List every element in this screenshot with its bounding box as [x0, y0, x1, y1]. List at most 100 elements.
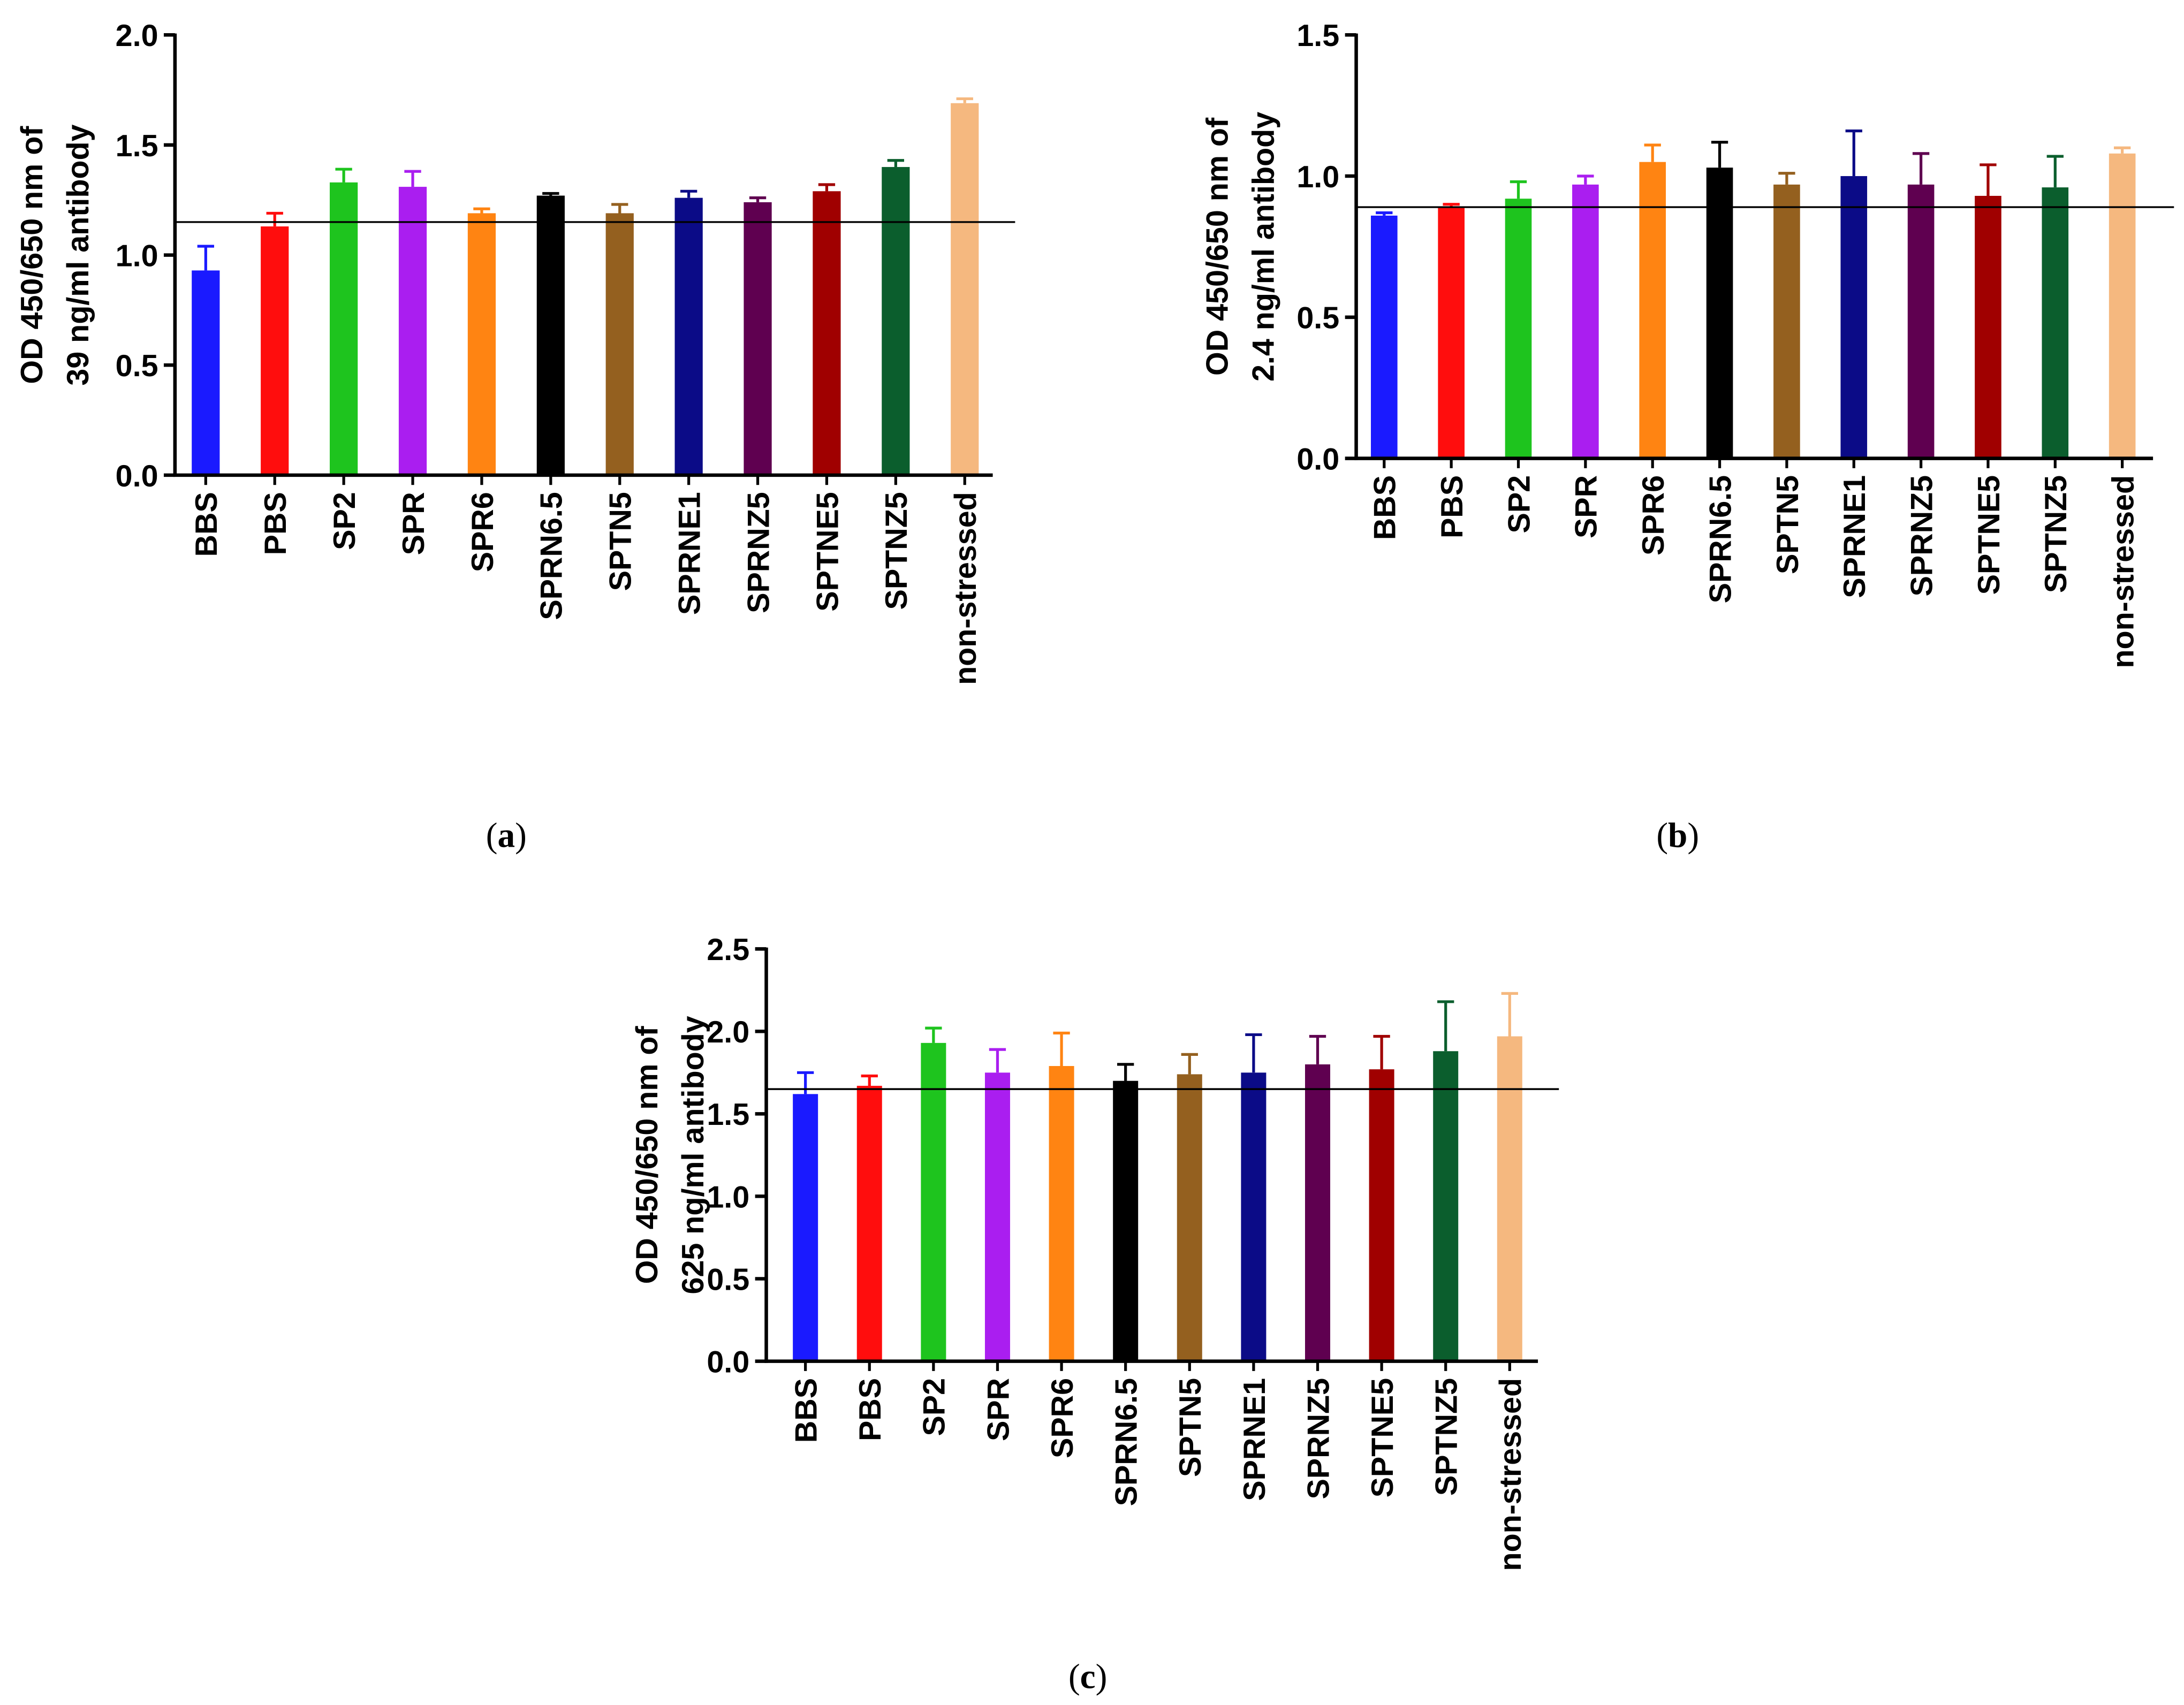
error-bar-non-stressed — [956, 97, 973, 103]
bar-spr6 — [1049, 1065, 1074, 1361]
panel-caption-a: (a) — [486, 817, 527, 855]
x-tick-label-spr: SPR — [1569, 475, 1604, 538]
y-tick-label: 0.5 — [707, 1262, 749, 1297]
bar-non-stressed — [951, 103, 979, 475]
bar-sprnz5 — [744, 202, 772, 475]
bar-spr — [1572, 184, 1599, 459]
error-bar-sprne1 — [1245, 1033, 1262, 1073]
bar-spr — [984, 1072, 1010, 1361]
bar-bbs — [192, 270, 220, 475]
error-bar-bbs — [197, 245, 214, 271]
error-bar-spr — [989, 1048, 1006, 1073]
error-bar-sptne5 — [818, 183, 836, 192]
error-bar-sprn6-5 — [1117, 1063, 1134, 1081]
error-bar-spr6 — [1053, 1031, 1070, 1066]
x-tick-label-bbs: BBS — [1368, 475, 1402, 540]
y-axis-title-line-1: OD 450/650 nm of — [630, 1026, 664, 1284]
x-tick-label-spr: SPR — [981, 1378, 1015, 1441]
y-tick-label: 0.5 — [116, 349, 158, 383]
x-tick-label-spr6: SPR6 — [1045, 1378, 1080, 1458]
y-tick-label: 2.0 — [116, 19, 158, 53]
error-bar-pbs — [861, 1074, 878, 1086]
x-tick-label-sprne1: SPRNE1 — [1238, 1378, 1272, 1501]
error-bar-sptnz5 — [2046, 155, 2064, 188]
bar-sptne5 — [813, 191, 841, 475]
error-bar-sptnz5 — [887, 159, 905, 168]
x-tick-label-sptne5: SPTNE5 — [1972, 475, 2006, 595]
bar-sprne1 — [1840, 176, 1868, 459]
bar-pbs — [856, 1085, 882, 1361]
bar-spr6 — [1639, 162, 1666, 459]
bar-sprne1 — [1241, 1072, 1267, 1361]
error-bar-spr6 — [473, 207, 490, 214]
x-tick-label-sptnz5: SPTNZ5 — [1430, 1378, 1464, 1496]
x-tick-label-sp2: SP2 — [328, 492, 362, 550]
y-tick-label: 0.0 — [707, 1345, 749, 1379]
error-bar-bbs — [797, 1071, 814, 1094]
y-tick-label: 1.0 — [707, 1180, 749, 1214]
error-bar-non-stressed — [2113, 146, 2131, 154]
bar-sptn5 — [1773, 184, 1800, 459]
bar-spr6 — [467, 213, 496, 475]
x-tick-label-sprne1: SPRNE1 — [1838, 475, 1872, 598]
error-bar-sptnz5 — [1437, 1000, 1454, 1052]
bar-sp2 — [921, 1042, 946, 1361]
bar-sptnz5 — [2042, 187, 2069, 459]
panel-caption-b: (b) — [1656, 817, 1699, 855]
error-bar-sprn6-5 — [1711, 141, 1728, 168]
bar-sptn5 — [605, 213, 634, 475]
bar-sprn6-5 — [536, 195, 565, 475]
bar-non-stressed — [2109, 153, 2136, 459]
x-tick-label-sprn6-5: SPRN6.5 — [1110, 1378, 1144, 1506]
x-tick-label-sprnz5: SPRNZ5 — [741, 492, 776, 613]
error-bar-sp2 — [1510, 180, 1527, 199]
error-bar-bbs — [1376, 211, 1393, 216]
error-bar-sprne1 — [680, 189, 697, 198]
x-tick-label-sprn6-5: SPRN6.5 — [535, 492, 569, 620]
error-bar-sptn5 — [1181, 1053, 1198, 1075]
x-tick-label-pbs: PBS — [1435, 475, 1469, 538]
x-tick-label-non-stressed: non-stressed — [1493, 1378, 1528, 1571]
x-tick-label-sprn6-5: SPRN6.5 — [1703, 475, 1738, 603]
x-tick-label-sptn5: SPTN5 — [604, 492, 638, 591]
bar-sptnz5 — [1433, 1051, 1459, 1361]
y-tick-label: 0.0 — [116, 459, 158, 493]
bar-pbs — [1438, 207, 1465, 459]
bar-sprnz5 — [1907, 184, 1935, 459]
error-bar-sp2 — [925, 1026, 942, 1043]
error-bar-sprn6-5 — [542, 192, 559, 196]
y-axis-title-line-1: OD 450/650 nm of — [15, 126, 49, 384]
bar-sprn6-5 — [1113, 1080, 1139, 1361]
error-bar-sprnz5 — [749, 196, 767, 202]
y-tick-label: 1.5 — [116, 129, 158, 163]
x-tick-label-pbs: PBS — [259, 492, 293, 555]
y-tick-label: 0.5 — [1296, 301, 1339, 336]
x-tick-label-spr6: SPR6 — [1636, 475, 1671, 555]
error-bar-non-stressed — [1501, 992, 1518, 1037]
x-tick-label-sptne5: SPTNE5 — [1366, 1378, 1400, 1497]
bar-sptne5 — [1975, 195, 2001, 459]
error-bar-sptn5 — [611, 203, 628, 214]
x-tick-label-sp2: SP2 — [917, 1378, 952, 1436]
bar-sprn6-5 — [1706, 168, 1733, 459]
bar-sp2 — [1505, 199, 1532, 459]
chart-a: BBS PBS SP2 SPR SPR6 SPRN6.5 SPTN5 SPRNE1 SPRNZ5… — [15, 19, 1015, 855]
y-tick-label: 1.0 — [116, 239, 158, 273]
x-tick-label-spr: SPR — [397, 492, 431, 555]
x-tick-label-sprnz5: SPRNZ5 — [1905, 475, 1939, 597]
panel-caption-c: (c) — [1068, 1658, 1107, 1696]
error-bar-sprnz5 — [1912, 152, 1930, 185]
chart-c: BBS PBS SP2 SPR SPR6 SPRN6.5 SPTN5 SPRNE1 SPRNZ5… — [630, 933, 1559, 1696]
bar-bbs — [1370, 215, 1398, 459]
y-tick-label: 2.0 — [707, 1015, 749, 1049]
x-tick-label-bbs: BBS — [189, 492, 224, 557]
x-tick-label-sprnz5: SPRNZ5 — [1301, 1378, 1336, 1500]
error-bar-spr6 — [1644, 143, 1661, 162]
x-tick-label-sp2: SP2 — [1502, 475, 1536, 534]
error-bar-sp2 — [335, 168, 352, 182]
y-axis-title-line-2: 625 ng/ml antibody — [676, 1016, 710, 1294]
error-bar-spr — [404, 170, 421, 187]
error-bar-sptn5 — [1778, 172, 1795, 185]
